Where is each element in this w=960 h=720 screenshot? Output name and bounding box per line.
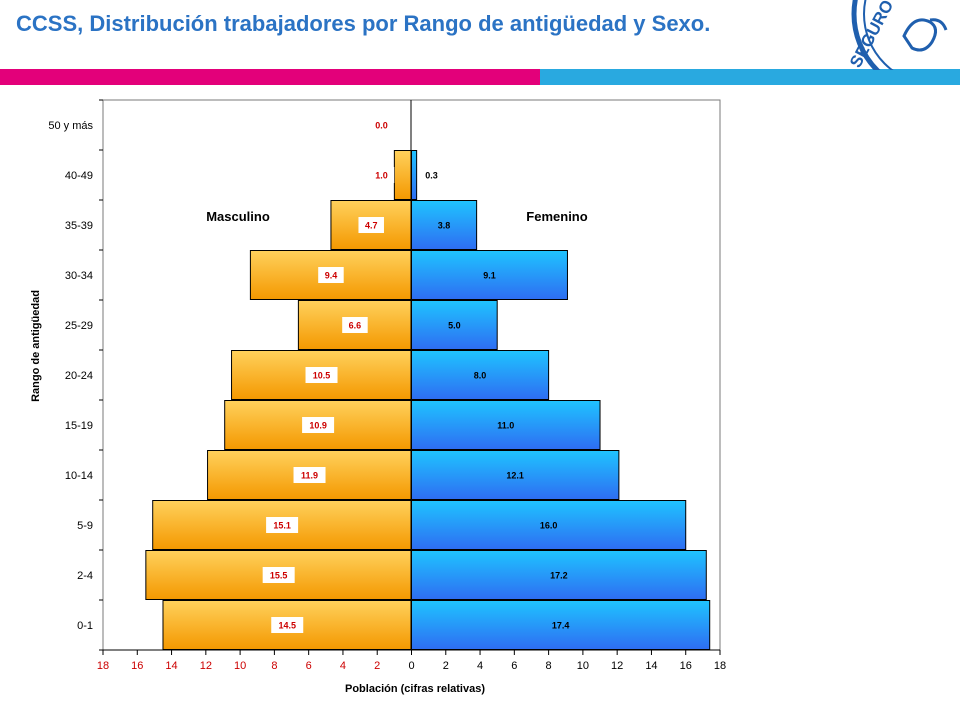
y-tick-label: 2-4 xyxy=(77,570,93,582)
x-tick-label: 14 xyxy=(165,660,177,672)
data-label-box xyxy=(318,267,344,283)
data-label-box xyxy=(262,567,295,583)
y-tick-label: 40-49 xyxy=(65,170,93,182)
x-axis-ticks: 18 16 14 12 10 8 6 4 2 0 2 4 6 8 10 12 14 16 18 xyxy=(97,650,726,672)
x-tick-label: 8 xyxy=(271,660,277,672)
x-tick-label: 18 xyxy=(714,660,726,672)
x-tick-label: 14 xyxy=(645,660,657,672)
femenino-data-labels: 17.4 17.2 16.0 12.1 11.0 8.0 5.0 9.1 3.8 0.3 xyxy=(425,171,569,631)
data-label-femenino: 16.0 xyxy=(540,521,558,531)
data-label-box xyxy=(293,467,326,483)
data-label-femenino: 0.3 xyxy=(425,171,438,181)
x-tick-label: 4 xyxy=(477,660,483,672)
x-tick-label: 6 xyxy=(306,660,312,672)
data-label-femenino: 5.0 xyxy=(448,321,461,331)
bar-masculino xyxy=(393,150,413,200)
ccss-seal-logo-icon: SEGURO SOCIAL xyxy=(842,0,960,70)
bar-femenino xyxy=(411,550,707,600)
masculino-data-labels: 14.5 15.5 15.1 11.9 10.9 10.5 6.6 9.4 4.7 1.0 0.0 xyxy=(262,117,395,633)
legend-masculino: Masculino xyxy=(206,209,270,224)
x-tick-label: 8 xyxy=(546,660,552,672)
data-label-femenino: 17.2 xyxy=(550,571,568,581)
x-tick-label: 2 xyxy=(443,660,449,672)
data-label-masculino: 1.0 xyxy=(375,171,388,181)
y-tick-label: 5-9 xyxy=(77,520,93,532)
data-label-masculino: 9.4 xyxy=(325,271,338,281)
data-label-masculino: 15.1 xyxy=(273,521,291,531)
data-label-box xyxy=(358,217,384,233)
data-label-box xyxy=(302,417,335,433)
masculino-bars xyxy=(145,150,413,650)
x-tick-label: 2 xyxy=(374,660,380,672)
bar-femenino xyxy=(411,400,601,450)
y-tick-label: 15-19 xyxy=(65,420,93,432)
data-label-femenino: 9.1 xyxy=(483,271,496,281)
data-label-masculino: 10.9 xyxy=(309,421,327,431)
data-label-femenino: 12.1 xyxy=(506,471,524,481)
x-tick-label: 10 xyxy=(577,660,589,672)
x-tick-label: 16 xyxy=(680,660,692,672)
y-tick-label: 30-34 xyxy=(65,270,93,282)
x-tick-label: 18 xyxy=(97,660,109,672)
data-label-masculino: 0.0 xyxy=(375,121,388,131)
bar-masculino xyxy=(145,550,412,600)
header-band-blue xyxy=(540,69,960,85)
y-tick-label: 10-14 xyxy=(65,470,93,482)
x-tick-label: 12 xyxy=(611,660,623,672)
data-label-box xyxy=(368,167,395,183)
data-label-masculino: 14.5 xyxy=(278,621,296,631)
y-tick-label: 20-24 xyxy=(65,370,93,382)
data-label-box xyxy=(305,367,338,383)
data-label-masculino: 15.5 xyxy=(270,571,288,581)
y-axis-ticks: 0-1 2-4 5-9 10-14 15-19 20-24 25-29 30-34 35-39 4… xyxy=(48,99,103,651)
data-label-masculino: 4.7 xyxy=(365,221,378,231)
data-label-masculino: 10.5 xyxy=(313,371,331,381)
x-axis-title: Población (cifras relativas) xyxy=(345,683,485,695)
data-label-femenino: 11.0 xyxy=(497,421,514,431)
x-tick-label: 12 xyxy=(200,660,212,672)
x-tick-label: 4 xyxy=(340,660,346,672)
data-label-box xyxy=(342,317,368,333)
y-axis-title: Rango de antigüedad xyxy=(30,290,42,402)
data-label-femenino: 8.0 xyxy=(474,371,487,381)
bar-femenino xyxy=(411,600,711,650)
bar-femenino xyxy=(411,150,418,200)
bar-femenino xyxy=(411,200,478,250)
y-tick-label: 50 y más xyxy=(48,120,93,132)
x-tick-label: 10 xyxy=(234,660,246,672)
data-label-box xyxy=(368,117,395,133)
x-tick-label: 0 xyxy=(408,660,414,672)
x-tick-label: 16 xyxy=(131,660,143,672)
y-tick-label: 0-1 xyxy=(77,620,93,632)
x-tick-label: 6 xyxy=(511,660,517,672)
page-title: CCSS, Distribución trabajadores por Rang… xyxy=(16,11,711,36)
data-label-masculino: 11.9 xyxy=(301,471,318,481)
y-tick-label: 35-39 xyxy=(65,220,93,232)
bar-femenino xyxy=(411,350,550,400)
header-band-magenta xyxy=(0,69,540,85)
data-label-femenino: 3.8 xyxy=(438,221,451,231)
data-label-masculino: 6.6 xyxy=(349,321,362,331)
data-label-box xyxy=(266,517,299,533)
y-tick-label: 25-29 xyxy=(65,320,93,332)
data-label-femenino: 17.4 xyxy=(552,621,570,631)
data-label-box xyxy=(271,617,304,633)
legend-femenino: Femenino xyxy=(526,209,587,224)
